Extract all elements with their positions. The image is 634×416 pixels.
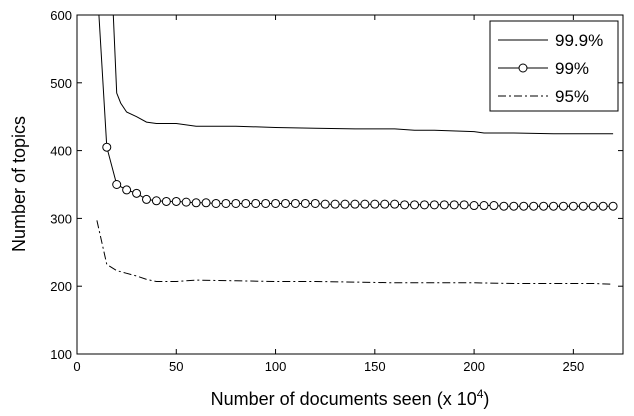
data-point bbox=[320, 199, 330, 209]
y-tick-label: 300 bbox=[50, 211, 72, 226]
data-point bbox=[410, 200, 420, 210]
data-point bbox=[568, 201, 578, 211]
x-tick-label: 50 bbox=[169, 359, 183, 374]
data-point bbox=[598, 201, 608, 211]
data-point bbox=[181, 197, 191, 207]
data-point bbox=[439, 200, 449, 210]
data-point bbox=[132, 188, 142, 198]
data-point bbox=[449, 200, 459, 210]
data-point bbox=[102, 142, 112, 152]
data-point bbox=[271, 198, 281, 208]
data-point bbox=[300, 198, 310, 208]
legend-label-99: 99% bbox=[555, 59, 589, 78]
data-point bbox=[221, 198, 231, 208]
data-point bbox=[161, 196, 171, 206]
data-point bbox=[122, 185, 132, 195]
data-point bbox=[558, 201, 568, 211]
legend-box bbox=[489, 20, 619, 112]
data-point bbox=[459, 200, 469, 210]
data-point bbox=[489, 201, 499, 211]
y-tick-label: 100 bbox=[50, 347, 72, 362]
x-tick-label: 0 bbox=[73, 359, 80, 374]
x-tick-label: 200 bbox=[463, 359, 485, 374]
series-line-0 bbox=[112, 15, 614, 135]
data-point bbox=[519, 201, 529, 211]
data-point bbox=[151, 196, 161, 206]
data-point bbox=[360, 199, 370, 209]
data-point bbox=[390, 199, 400, 209]
data-point bbox=[171, 196, 181, 206]
data-point bbox=[310, 198, 320, 208]
data-point bbox=[241, 198, 251, 208]
legend-marker-99 bbox=[518, 63, 528, 73]
data-point bbox=[529, 201, 539, 211]
data-point bbox=[608, 201, 618, 211]
data-point bbox=[330, 199, 340, 209]
x-axis-label: Number of documents seen (x 104) bbox=[211, 387, 490, 409]
data-point bbox=[261, 198, 271, 208]
data-point bbox=[141, 194, 151, 204]
y-axis-label: Number of topics bbox=[9, 116, 29, 252]
data-point bbox=[578, 201, 588, 211]
data-point bbox=[231, 198, 241, 208]
y-tick-label: 200 bbox=[50, 279, 72, 294]
data-point bbox=[419, 200, 429, 210]
data-point bbox=[429, 200, 439, 210]
data-point bbox=[539, 201, 549, 211]
x-tick-label: 100 bbox=[265, 359, 287, 374]
data-point bbox=[469, 201, 479, 211]
data-point bbox=[350, 199, 360, 209]
data-point bbox=[370, 199, 380, 209]
data-point bbox=[479, 201, 489, 211]
series-line-2 bbox=[96, 220, 614, 285]
data-point bbox=[340, 199, 350, 209]
data-point bbox=[280, 198, 290, 208]
data-point bbox=[211, 198, 221, 208]
y-tick-label: 500 bbox=[50, 76, 72, 91]
legend-label-99-9: 99.9% bbox=[555, 31, 603, 50]
x-tick-label: 250 bbox=[563, 359, 585, 374]
data-point bbox=[290, 198, 300, 208]
x-tick-label: 150 bbox=[364, 359, 386, 374]
legend: 99.9% 99% 95% bbox=[489, 20, 619, 112]
y-tick-label: 400 bbox=[50, 144, 72, 159]
data-point bbox=[112, 180, 122, 189]
data-point bbox=[588, 201, 598, 211]
data-point bbox=[251, 198, 261, 208]
y-tick-label: 600 bbox=[50, 8, 72, 23]
data-point bbox=[400, 200, 410, 210]
legend-label-95: 95% bbox=[555, 87, 589, 106]
data-point bbox=[201, 198, 211, 208]
data-point bbox=[549, 201, 559, 211]
data-point bbox=[499, 201, 509, 211]
data-point bbox=[509, 201, 519, 211]
data-point bbox=[380, 199, 390, 209]
data-point bbox=[191, 198, 201, 208]
